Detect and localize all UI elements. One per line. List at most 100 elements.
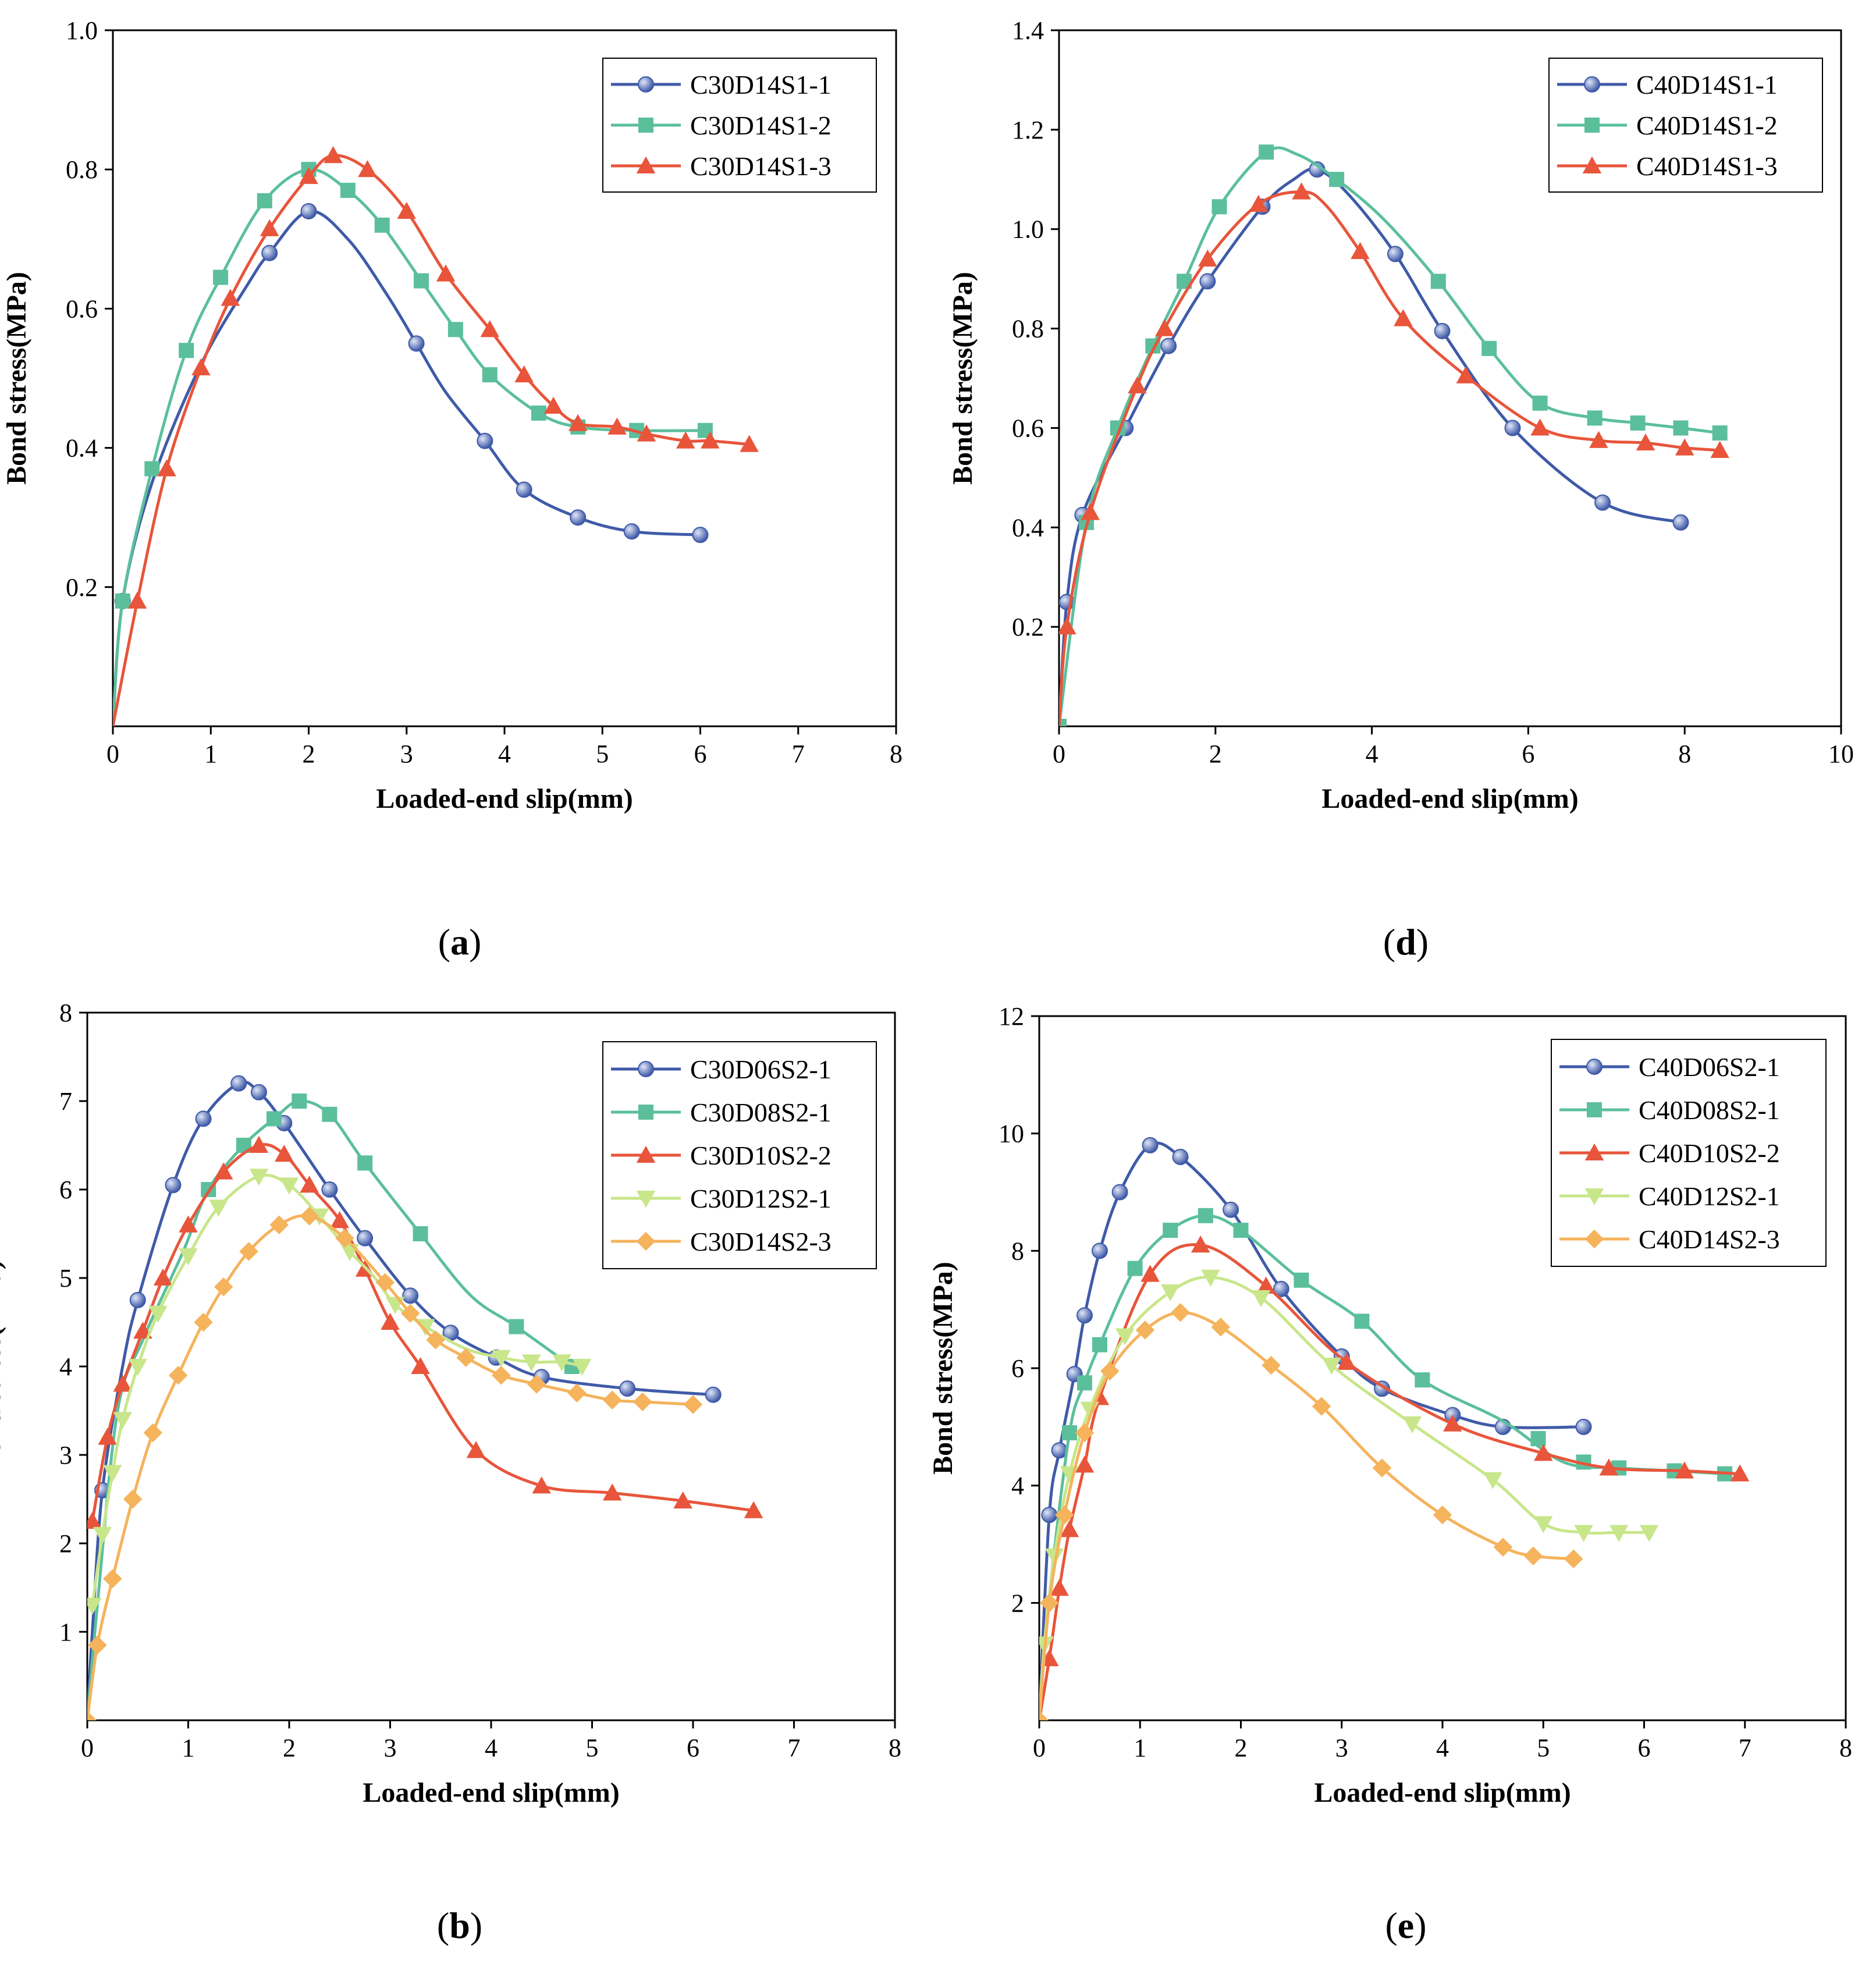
data-point: [692, 527, 709, 544]
data-point: [300, 1176, 319, 1193]
data-point: [1636, 433, 1655, 451]
data-point: [1142, 1137, 1159, 1153]
data-point: [1211, 1318, 1231, 1337]
data-point: [1372, 1458, 1392, 1478]
data-point: [115, 593, 130, 609]
y-tick-label: 2: [59, 1529, 72, 1558]
data-point: [279, 1177, 299, 1195]
panel-label: (a): [438, 921, 482, 963]
data-point: [466, 1441, 486, 1458]
data-point: [1081, 503, 1100, 520]
legend-entry: C30D06S2-1: [690, 1055, 832, 1084]
data-point: [1599, 1458, 1619, 1476]
y-tick-label: 4: [59, 1352, 72, 1381]
data-point: [602, 1483, 622, 1501]
data-point: [358, 159, 377, 177]
data-point: [1055, 1505, 1074, 1525]
y-tick-label: 1.2: [1012, 116, 1044, 144]
data-point: [1262, 1355, 1281, 1375]
data-point: [705, 1386, 722, 1403]
y-tick-label: 5: [59, 1264, 72, 1293]
data-point: [1294, 1272, 1309, 1288]
legend-swatch-marker: [1587, 1102, 1602, 1117]
data-point: [103, 1465, 122, 1482]
data-point: [269, 1215, 289, 1235]
x-tick-label: 2: [1209, 740, 1222, 768]
data-point: [266, 1111, 282, 1127]
data-point: [1530, 1431, 1546, 1446]
series-line-C40D10S2-2: [1039, 1243, 1740, 1720]
data-point: [1433, 1505, 1452, 1525]
data-point: [249, 1135, 269, 1153]
data-point: [1530, 418, 1550, 436]
x-tick-label: 8: [889, 1734, 901, 1762]
data-point: [570, 509, 587, 526]
y-tick-label: 1: [59, 1618, 72, 1646]
x-tick-label: 0: [1033, 1734, 1046, 1762]
data-point: [1140, 1265, 1160, 1282]
data-point: [1672, 514, 1689, 531]
data-point: [1430, 274, 1446, 289]
x-tick-label: 4: [485, 1734, 498, 1762]
x-tick-label: 2: [303, 740, 315, 768]
x-tick-label: 6: [687, 1734, 699, 1762]
data-point: [194, 1312, 213, 1332]
data-point: [179, 1248, 198, 1266]
data-point: [1587, 410, 1603, 426]
legend-entry: C30D14S1-2: [690, 111, 832, 140]
data-point: [1532, 395, 1548, 411]
legend-swatch-marker: [1584, 118, 1600, 133]
x-tick-label: 7: [1739, 1734, 1751, 1762]
data-point: [1256, 1276, 1276, 1294]
data-point: [261, 244, 278, 261]
x-tick-label: 0: [1053, 740, 1065, 768]
x-axis-label: Loaded-end slip(mm): [376, 783, 633, 814]
data-point: [129, 1292, 146, 1308]
x-tick-label: 2: [1235, 1734, 1248, 1762]
legend-entry: C30D12S2-1: [690, 1184, 832, 1213]
data-point: [1128, 376, 1147, 393]
data-point: [157, 459, 176, 477]
data-point: [633, 1392, 652, 1412]
x-tick-label: 3: [384, 1734, 397, 1762]
data-point: [1402, 1416, 1422, 1434]
data-point: [477, 432, 493, 449]
data-point: [1061, 1425, 1077, 1440]
data-point: [1675, 438, 1694, 456]
data-point: [1251, 1290, 1271, 1308]
data-point: [357, 1155, 373, 1171]
panel-label: (d): [1383, 921, 1429, 963]
data-point: [1191, 1236, 1210, 1253]
data-point: [260, 219, 279, 236]
data-point: [436, 264, 456, 282]
data-point: [191, 358, 211, 376]
data-point: [1199, 273, 1216, 290]
data-point: [1040, 1593, 1059, 1613]
data-point: [1198, 249, 1217, 267]
data-point: [1481, 340, 1497, 356]
data-point: [492, 1365, 511, 1385]
legend-entry: C40D06S2-1: [1639, 1052, 1780, 1082]
legend-entry: C40D08S2-1: [1639, 1095, 1780, 1125]
data-point: [1249, 194, 1268, 212]
data-point: [300, 203, 317, 219]
data-point: [1223, 1201, 1239, 1218]
data-point: [1091, 1242, 1108, 1259]
data-point: [98, 1428, 117, 1445]
data-point: [413, 273, 429, 289]
data-point: [408, 335, 425, 352]
data-point: [168, 1365, 188, 1385]
data-point: [1160, 1284, 1180, 1302]
data-point: [1322, 1357, 1341, 1375]
x-tick-label: 3: [400, 740, 413, 768]
data-point: [239, 1242, 258, 1261]
data-point: [299, 166, 318, 184]
data-point: [375, 1273, 395, 1292]
data-point: [374, 217, 390, 233]
legend-swatch-marker: [638, 1105, 653, 1120]
legend-swatch-marker: [638, 1061, 654, 1077]
data-point: [402, 1287, 419, 1304]
legend-entry: C40D14S1-1: [1636, 70, 1778, 100]
data-point: [701, 431, 720, 449]
